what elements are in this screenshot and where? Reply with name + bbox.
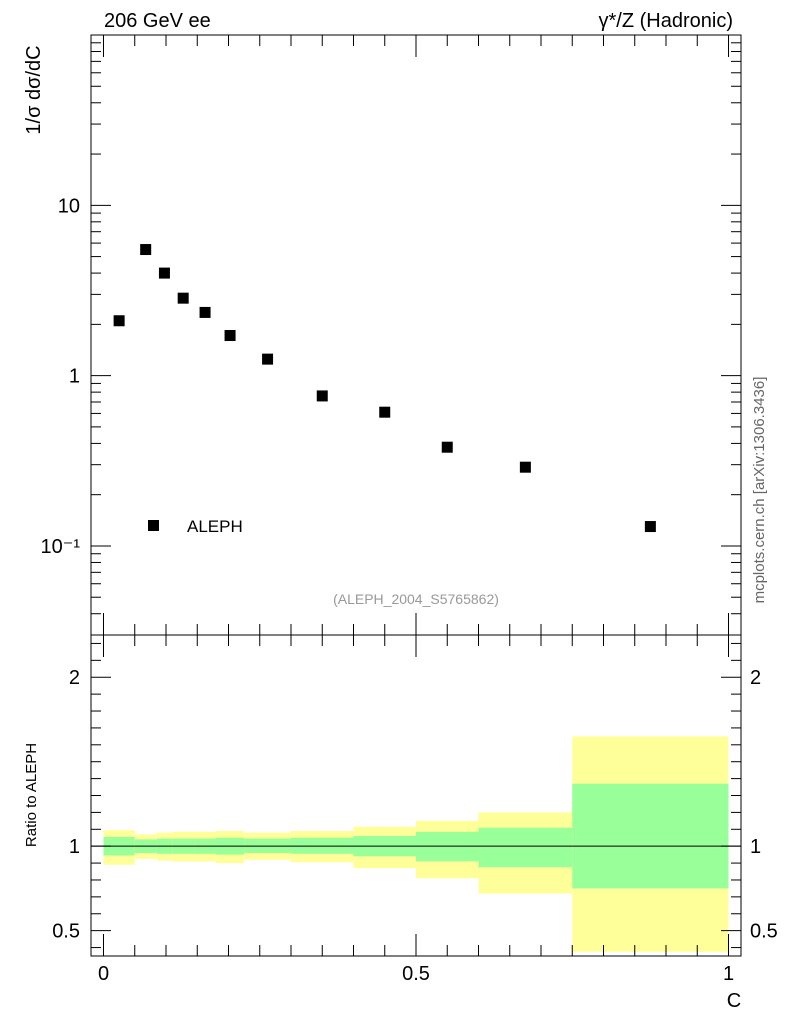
ratio-plot-panel: 2 21 10.5 0.5 0 0.5 1 Ratio to ALEPH C [23,634,778,1012]
y-tick-label-right: 2 [750,667,761,689]
inner-band [478,827,573,868]
main-y-axis-label: 1/σ dσ/dC [23,45,45,134]
data-point [140,244,152,256]
x-axis-label: C [727,990,741,1012]
y-tick-label-left: 1 [69,836,80,858]
y-tick-label: 10 [58,195,80,217]
data-point [262,353,274,365]
data-point [224,330,236,342]
x-tick-label: 0 [98,963,109,985]
ratio-plot-ticks [91,635,741,956]
ratio-y-tick-labels: 2 2 1 1 0.5 0.5 [52,667,778,942]
legend-marker-aleph [148,520,159,531]
data-point [199,306,211,318]
y-tick-label: 1 [69,366,80,388]
ratio-bands [103,736,729,952]
x-tick-label: 1 [723,963,734,985]
data-point [519,461,531,473]
main-plot-ticks [91,34,741,636]
y-tick-label-right: 0.5 [750,921,778,943]
data-point [644,521,656,533]
main-plot-panel: 10 1 10⁻¹ 1/σ dσ/dC ALEPH (ALEPH_2004_S576… [23,34,742,636]
main-plot-y-tick-labels: 10 1 10⁻¹ [41,195,81,558]
data-point [158,267,170,279]
x-tick-labels: 0 0.5 1 [98,963,734,985]
data-point [316,390,328,402]
y-tick-label: 10⁻¹ [41,536,81,558]
data-point [177,292,189,304]
data-point [113,315,125,327]
ratio-y-axis-label: Ratio to ALEPH [23,743,40,847]
inner-band [572,783,729,889]
x-tick-label: 0.5 [402,963,430,985]
analysis-label: (ALEPH_2004_S5765862) [333,591,499,607]
main-plot-frame [90,34,742,636]
data-point [441,441,453,453]
right-title: γ*/Z (Hadronic) [599,10,733,32]
watermark: mcplots.cern.ch [arXiv:1306.3436] [751,377,768,604]
y-tick-label-left: 0.5 [52,921,80,943]
data-point [379,406,391,418]
left-title: 206 GeV ee [104,10,211,32]
data-points [113,244,656,533]
y-tick-label-right: 1 [750,836,761,858]
legend-label-aleph: ALEPH [187,517,243,536]
y-tick-label-left: 2 [69,667,80,689]
